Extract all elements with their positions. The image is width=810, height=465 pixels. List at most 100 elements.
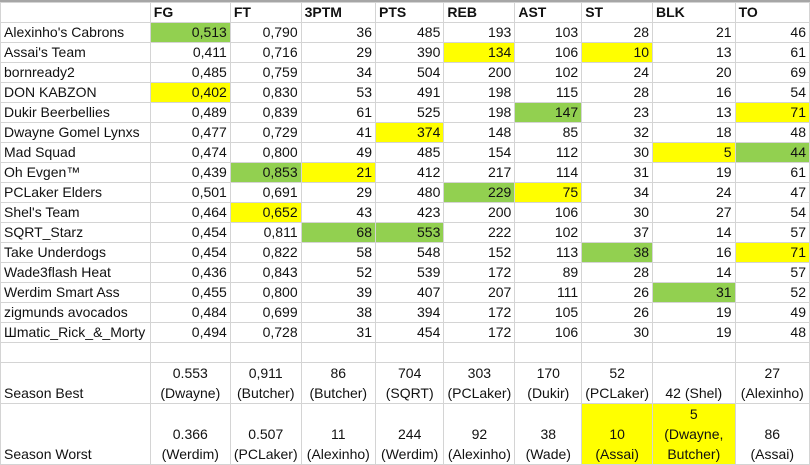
cell-fg[interactable]: 0,484 [149,302,231,323]
header-cell-ast[interactable]: AST [514,2,583,23]
season-best-st[interactable]: 52 (PCLaker) [581,362,654,404]
cell-pts[interactable]: 548 [374,242,445,263]
cell-3ptm[interactable]: 43 [300,202,376,223]
cell-3ptm[interactable]: 29 [300,182,376,203]
team-name-cell[interactable]: Take Underdogs [0,242,151,263]
season-worst-3ptm[interactable]: 11 (Alexinho) [300,403,376,465]
empty-cell[interactable] [514,342,583,363]
season-best-label[interactable]: Season Best [0,362,151,404]
cell-ft[interactable]: 0,843 [229,262,302,283]
season-best-ft[interactable]: 0,911 (Butcher) [229,362,302,404]
season-worst-to[interactable]: 86 (Assai) [734,403,810,465]
team-name-cell[interactable]: Шmatic_Rick_&_Morty [0,322,151,343]
cell-3ptm[interactable]: 68 [300,222,376,243]
cell-3ptm[interactable]: 58 [300,242,376,263]
cell-fg[interactable]: 0,474 [149,142,231,163]
cell-pts[interactable]: 485 [374,142,445,163]
cell-to[interactable]: 48 [734,322,810,343]
cell-reb[interactable]: 207 [443,282,516,303]
cell-st[interactable]: 32 [581,122,654,143]
cell-st[interactable]: 28 [581,262,654,283]
cell-blk[interactable]: 27 [652,202,736,223]
cell-pts[interactable]: 480 [374,182,445,203]
cell-st[interactable]: 28 [581,22,654,43]
cell-reb[interactable]: 134 [443,42,516,63]
season-worst-reb[interactable]: 92 (Alexinho) [443,403,516,465]
cell-blk[interactable]: 19 [652,322,736,343]
cell-fg[interactable]: 0,439 [149,162,231,183]
cell-ft[interactable]: 0,652 [229,202,302,223]
cell-pts[interactable]: 394 [374,302,445,323]
team-name-cell[interactable]: PCLaker Elders [0,182,151,203]
cell-ft[interactable]: 0,790 [229,22,302,43]
team-name-cell[interactable]: zigmunds avocados [0,302,151,323]
team-name-cell[interactable]: DON KABZON [0,82,151,103]
cell-fg[interactable]: 0,454 [149,222,231,243]
cell-to[interactable]: 44 [734,142,810,163]
cell-to[interactable]: 54 [734,82,810,103]
team-name-cell[interactable]: Dukir Beerbellies [0,102,151,123]
header-cell-reb[interactable]: REB [443,2,516,23]
cell-3ptm[interactable]: 21 [300,162,376,183]
cell-pts[interactable]: 491 [374,82,445,103]
cell-pts[interactable]: 374 [374,122,445,143]
cell-fg[interactable]: 0,464 [149,202,231,223]
cell-reb[interactable]: 198 [443,82,516,103]
cell-to[interactable]: 61 [734,42,810,63]
header-cell-blank[interactable] [0,2,151,23]
cell-fg[interactable]: 0,436 [149,262,231,283]
cell-blk[interactable]: 21 [652,22,736,43]
cell-3ptm[interactable]: 61 [300,102,376,123]
cell-blk[interactable]: 13 [652,102,736,123]
header-cell-fg[interactable]: FG [149,2,231,23]
cell-ast[interactable]: 114 [514,162,583,183]
cell-fg[interactable]: 0,489 [149,102,231,123]
cell-to[interactable]: 69 [734,62,810,83]
cell-reb[interactable]: 200 [443,202,516,223]
team-name-cell[interactable]: Dwayne Gomel Lynxs [0,122,151,143]
cell-pts[interactable]: 504 [374,62,445,83]
team-name-cell[interactable]: SQRT_Starz [0,222,151,243]
cell-ft[interactable]: 0,853 [229,162,302,183]
cell-blk[interactable]: 16 [652,82,736,103]
cell-blk[interactable]: 20 [652,62,736,83]
team-name-cell[interactable]: Oh Evgen™ [0,162,151,183]
cell-pts[interactable]: 407 [374,282,445,303]
cell-3ptm[interactable]: 49 [300,142,376,163]
team-name-cell[interactable]: Assai's Team [0,42,151,63]
cell-st[interactable]: 10 [581,42,654,63]
cell-ast[interactable]: 85 [514,122,583,143]
cell-reb[interactable]: 200 [443,62,516,83]
cell-ast[interactable]: 105 [514,302,583,323]
cell-to[interactable]: 48 [734,122,810,143]
cell-ast[interactable]: 103 [514,22,583,43]
cell-st[interactable]: 30 [581,142,654,163]
cell-3ptm[interactable]: 38 [300,302,376,323]
cell-st[interactable]: 37 [581,222,654,243]
empty-cell[interactable] [149,342,231,363]
cell-blk[interactable]: 31 [652,282,736,303]
header-cell-3ptm[interactable]: 3PTM [300,2,376,23]
team-name-cell[interactable]: Werdim Smart Ass [0,282,151,303]
empty-cell[interactable] [443,342,516,363]
cell-reb[interactable]: 172 [443,262,516,283]
cell-pts[interactable]: 553 [374,222,445,243]
cell-fg[interactable]: 0,501 [149,182,231,203]
cell-st[interactable]: 26 [581,302,654,323]
cell-reb[interactable]: 172 [443,322,516,343]
cell-pts[interactable]: 539 [374,262,445,283]
cell-blk[interactable]: 14 [652,222,736,243]
empty-cell[interactable] [300,342,376,363]
cell-blk[interactable]: 24 [652,182,736,203]
cell-ft[interactable]: 0,839 [229,102,302,123]
cell-reb[interactable]: 193 [443,22,516,43]
season-worst-ast[interactable]: 38 (Wade) [514,403,583,465]
cell-to[interactable]: 71 [734,242,810,263]
cell-ft[interactable]: 0,728 [229,322,302,343]
cell-fg[interactable]: 0,455 [149,282,231,303]
cell-to[interactable]: 71 [734,102,810,123]
cell-pts[interactable]: 390 [374,42,445,63]
cell-st[interactable]: 34 [581,182,654,203]
season-best-ast[interactable]: 170 (Dukir) [514,362,583,404]
cell-ft[interactable]: 0,759 [229,62,302,83]
